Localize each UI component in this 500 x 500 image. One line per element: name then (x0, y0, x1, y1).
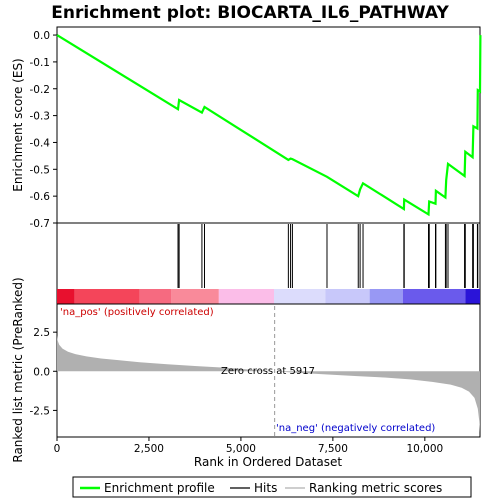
hits-panel (177, 224, 479, 288)
rank-x-tick-label: 10,000 (406, 443, 443, 455)
es-y-ticks: 0.0 -0.1 -0.2 -0.3 -0.4 -0.5 -0.6 -0.7 (30, 30, 57, 230)
legend-box (72, 476, 472, 498)
rank-x-tick-label: 0 (54, 443, 61, 455)
legend: Enrichment profile Hits Ranking metric sco… (72, 476, 472, 498)
metric-y-axis-label: Ranked list metric (PreRanked) (11, 277, 25, 462)
rank-x-ticks: 0 2,500 5,000 7,500 10,000 (54, 437, 443, 455)
metric-y-tick-label: 2.5 (33, 327, 50, 339)
legend-label: Enrichment profile (104, 481, 215, 495)
metric-y-tick-label: 0.0 (33, 366, 50, 378)
neg-correlated-label: 'na_neg' (negatively correlated) (276, 423, 435, 434)
rank-x-tick-label: 5,000 (226, 443, 256, 455)
colorbar-segment (369, 289, 403, 304)
colorbar-segment (139, 289, 172, 304)
es-y-tick-label: -0.6 (30, 191, 51, 203)
es-panel: 0.0 -0.1 -0.2 -0.3 -0.4 -0.5 -0.6 -0.7 Enrichme… (11, 26, 482, 288)
colorbar-segment (171, 289, 219, 304)
colorbar-segment (325, 289, 370, 304)
colorbar-segment (402, 289, 466, 304)
ranking-metric-area (57, 335, 480, 433)
ranking-colorbar (57, 289, 480, 304)
es-y-tick-label: 0.0 (33, 30, 50, 42)
zero-cross-label: Zero cross at 5917 (221, 366, 315, 377)
es-y-tick-label: -0.3 (30, 111, 51, 123)
pos-correlated-label: 'na_pos' (positively correlated) (60, 307, 214, 318)
metric-y-tick-label: -2.5 (30, 405, 51, 417)
metric-y-ticks: 2.5 0.0 -2.5 (30, 327, 57, 417)
colorbar-segment (218, 289, 275, 304)
rank-x-tick-label: 7,500 (318, 443, 348, 455)
es-y-axis-label: Enrichment score (ES) (11, 58, 25, 191)
colorbar-segment (465, 289, 480, 304)
es-y-tick-label: -0.7 (30, 218, 51, 230)
colorbar-segment (274, 289, 326, 304)
metric-panel: 2.5 0.0 -2.5 0 2,500 5,000 7,500 10,000 'na_po… (11, 277, 481, 469)
enrichment-profile-line (56, 34, 482, 217)
es-y-tick-label: -0.4 (30, 137, 51, 149)
es-y-tick-label: -0.5 (30, 164, 51, 176)
rank-x-axis-label: Rank in Ordered Dataset (194, 455, 342, 469)
colorbar-segment (57, 289, 75, 304)
rank-x-tick-label: 2,500 (134, 443, 164, 455)
es-y-tick-label: -0.1 (30, 57, 51, 69)
es-y-tick-label: -0.2 (30, 84, 51, 96)
chart-title: Enrichment plot: BIOCARTA_IL6_PATHWAY (51, 3, 449, 23)
es-panel-frame (56, 26, 481, 224)
legend-label: Ranking metric scores (309, 481, 442, 495)
colorbar-segment (74, 289, 140, 304)
legend-label: Hits (254, 481, 277, 495)
